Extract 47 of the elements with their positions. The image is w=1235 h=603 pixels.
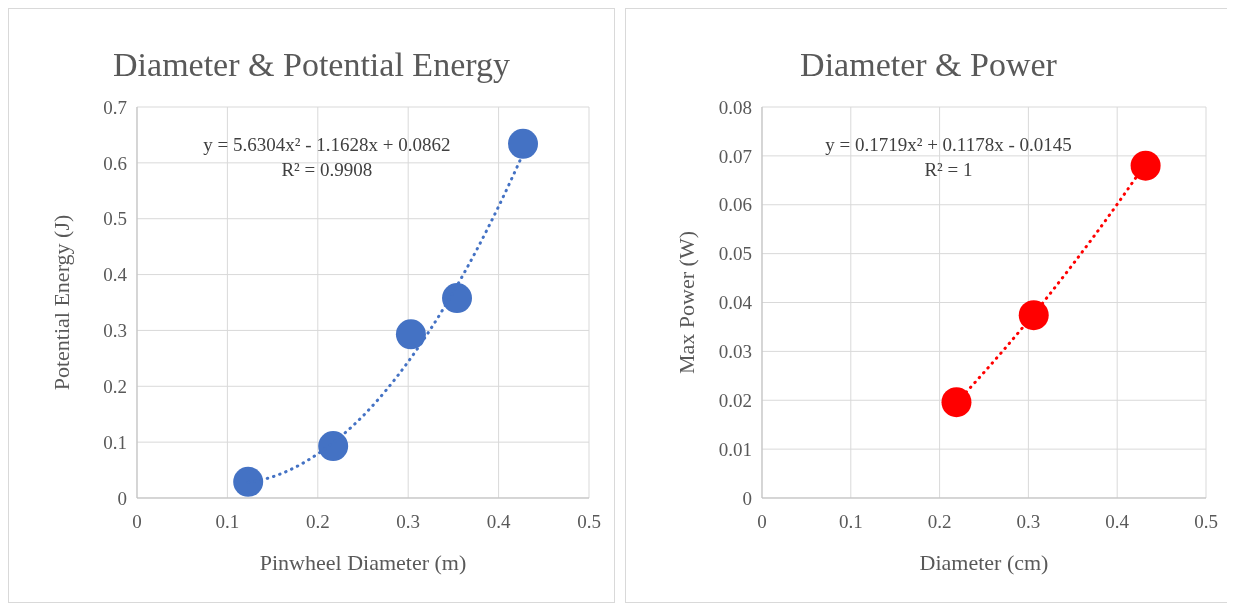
y-tick-label: 0.4 bbox=[103, 264, 128, 286]
point bbox=[233, 466, 264, 497]
x-tick-label: 0 bbox=[757, 511, 767, 532]
point bbox=[442, 283, 473, 314]
x-tick-label: 0.1 bbox=[215, 511, 240, 532]
x-tick-label: 0 bbox=[132, 511, 142, 532]
y-tick-label: 0 bbox=[742, 487, 752, 509]
chart-title: Diameter & Potential Energy bbox=[113, 46, 510, 83]
y-tick-label: 0.03 bbox=[718, 341, 752, 363]
x-tick-label: 0.5 bbox=[1194, 511, 1218, 532]
y-tick-label: 0.5 bbox=[103, 208, 127, 230]
y-tick-label: 0.05 bbox=[718, 243, 752, 265]
point bbox=[1018, 300, 1049, 331]
y-tick-label: 0.01 bbox=[718, 438, 752, 460]
point bbox=[318, 431, 349, 462]
annotation: y = 5.6304x² - 1.1628x + 0.0862 bbox=[203, 134, 451, 155]
x-tick-label: 0.5 bbox=[577, 511, 601, 532]
y-tick-label: 0 bbox=[117, 487, 127, 509]
x-tick-label: 0.1 bbox=[838, 511, 863, 532]
y-axis-title: Potential Energy (J) bbox=[49, 214, 74, 391]
y-tick-label: 0.2 bbox=[103, 375, 127, 397]
annotation: R² = 0.9908 bbox=[281, 159, 373, 180]
annotation: y = 0.1719x² + 0.1178x - 0.0145 bbox=[825, 134, 1072, 155]
chart-title: Diameter & Power bbox=[800, 46, 1058, 83]
y-tick-label: 0.3 bbox=[103, 320, 127, 342]
y-tick-label: 0.08 bbox=[718, 96, 752, 118]
x-tick-label: 0.3 bbox=[396, 511, 421, 532]
point bbox=[941, 387, 972, 418]
annotation: R² = 1 bbox=[924, 159, 973, 180]
x-tick-label: 0.4 bbox=[486, 511, 511, 532]
x-axis-title: Diameter (cm) bbox=[919, 550, 1049, 575]
point bbox=[508, 128, 539, 159]
point bbox=[1130, 150, 1161, 181]
x-tick-label: 0.3 bbox=[1016, 511, 1041, 532]
x-tick-label: 0.2 bbox=[305, 511, 330, 532]
y-tick-label: 0.7 bbox=[103, 96, 127, 118]
y-tick-label: 0.04 bbox=[718, 292, 753, 314]
x-tick-label: 0.4 bbox=[1105, 511, 1130, 532]
y-tick-label: 0.02 bbox=[718, 389, 752, 411]
y-tick-label: 0.1 bbox=[103, 431, 127, 453]
x-tick-label: 0.2 bbox=[927, 511, 952, 532]
y-tick-label: 0.6 bbox=[103, 152, 127, 174]
y-axis-title: Max Power (W) bbox=[674, 231, 699, 374]
point bbox=[395, 319, 426, 350]
y-tick-label: 0.06 bbox=[718, 194, 752, 216]
y-tick-label: 0.07 bbox=[718, 145, 752, 167]
x-axis-title: Pinwheel Diameter (m) bbox=[259, 550, 467, 575]
